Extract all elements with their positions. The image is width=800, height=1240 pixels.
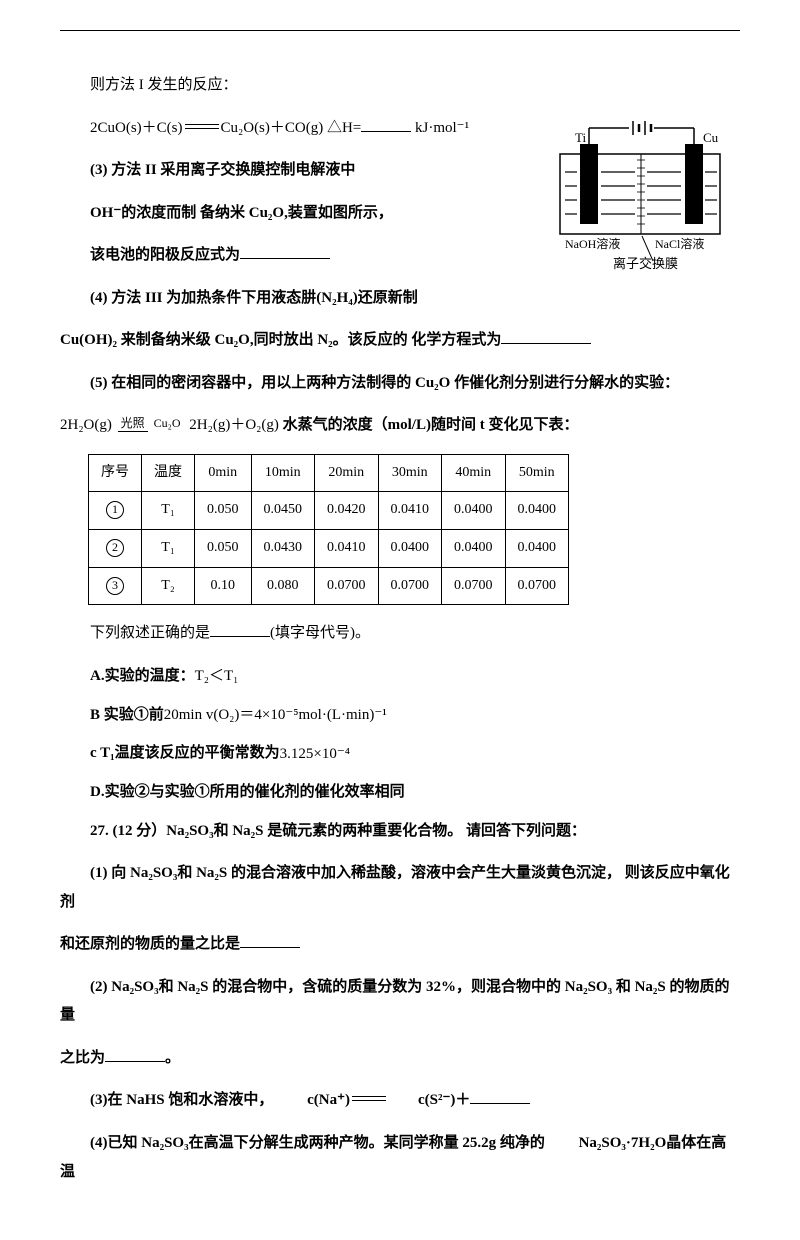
q27-3-plus: ＋: [455, 1092, 470, 1108]
table-cell: 0.0400: [442, 530, 506, 568]
table-header: 0min: [195, 454, 252, 492]
q27-4a: (4)已知 Na₂SO₃在高温下分解生成两种产物。某同学称量 25.2g 纯净的: [90, 1135, 549, 1151]
eq2-top: 光照: [118, 416, 148, 432]
q27-1b-text: 和还原剂的物质的量之比是: [60, 936, 240, 952]
table-cell: 0.0420: [315, 492, 379, 530]
table-header: 序号: [89, 454, 142, 492]
eq2-rhs: 2H₂(g)＋O₂(g): [189, 411, 279, 440]
optC-pre: c T₁温度该反应的平衡常数为: [90, 745, 280, 761]
optC-expr: 3.125×10⁻⁴: [280, 740, 350, 769]
table-header: 40min: [442, 454, 506, 492]
eq1-lhs: 2CuO(s)＋C(s): [90, 120, 183, 136]
table-cell: 0.050: [195, 530, 252, 568]
p6: 下列叙述正确的是 (填字母代号)。: [60, 619, 740, 648]
table-cell: 0.0400: [442, 492, 506, 530]
table-cell: 0.0400: [505, 492, 569, 530]
table-header: 20min: [315, 454, 379, 492]
q27-3-rhs: c(S²⁻): [388, 1086, 455, 1115]
eq1-rhs: Cu₂O(s)＋CO(g) △H=: [221, 120, 362, 136]
p6-text: 下列叙述正确的是: [90, 625, 210, 641]
electrolysis-diagram: Ti Cu NaOH溶液 NaCl溶液 离子交换膜: [545, 114, 740, 285]
table-cell: 0.0400: [505, 530, 569, 568]
table-cell: 0.0410: [315, 530, 379, 568]
optA-expr: T₂＜T₁: [195, 662, 239, 691]
blank-answer: [210, 621, 270, 637]
table-header: 30min: [378, 454, 442, 492]
table-cell: 0.10: [195, 567, 252, 605]
q27-1a: (1) 向 Na₂SO₃和 Na₂S 的混合溶液中加入稀盐酸，溶液中会产生大量淡…: [60, 865, 730, 910]
eq-line: [185, 124, 219, 129]
optB-expr: 20min v(O₂)＝4×10⁻⁵mol·(L·min)⁻¹: [164, 701, 387, 730]
p4: (4) 方法 III 为加热条件下用液态肼(N₂H₄)还原新制: [60, 284, 740, 313]
table-header: 温度: [142, 454, 195, 492]
q27-2: (2) Na₂SO₃和 Na₂S 的混合物中，含硫的质量分数为 32%，则混合物…: [60, 973, 740, 1030]
table-cell: 1: [89, 492, 142, 530]
q27-4: (4)已知 Na₂SO₃在高温下分解生成两种产物。某同学称量 25.2g 纯净的…: [60, 1129, 740, 1186]
table-cell: 3: [89, 567, 142, 605]
q27: 27. (12 分）Na₂SO₃和 Na₂S 是硫元素的两种重要化合物。 请回答…: [60, 817, 740, 846]
eq-line-3: [352, 1096, 386, 1101]
table-cell: 0.0700: [315, 567, 379, 605]
p5b: 水蒸气的浓度（mol/L)随时间 t 变化见下表：: [283, 417, 579, 433]
q27-3: (3)在 NaHS 饱和水溶液中， c(Na⁺) c(S²⁻)＋: [60, 1086, 740, 1115]
blank-ratio1: [240, 932, 300, 948]
blank-3: [470, 1088, 530, 1104]
table-cell: 0.0700: [505, 567, 569, 605]
eq2-lhs: 2H₂O(g): [60, 411, 112, 440]
concentration-table: 序号温度0min10min20min30min40min50min 1T₁0.0…: [88, 454, 569, 605]
table-cell: 0.0700: [442, 567, 506, 605]
optA-pre: A.实验的温度：: [90, 668, 195, 684]
q27-2a: (2) Na₂SO₃和 Na₂S 的混合物中，含硫的质量分数为 32%，则混合物…: [60, 979, 730, 1024]
blank-eq4: [501, 328, 591, 344]
equation-2: 2H₂O(g) 光照 Cu₂O 2H₂(g)＋O₂(g) 水蒸气的浓度（mol/…: [60, 411, 740, 440]
table-header: 50min: [505, 454, 569, 492]
svg-text:Ti: Ti: [575, 130, 586, 145]
p6b: (填字母代号)。: [270, 625, 370, 641]
option-a: A.实验的温度：T₂＜T₁: [90, 662, 740, 691]
top-rule: [60, 30, 740, 31]
table-cell: 0.0700: [378, 567, 442, 605]
table-cell: 0.050: [195, 492, 252, 530]
p4b: Cu(OH)₂ 来制备纳米级 Cu₂O,同时放出 N₂。该反应的 化学方程式为: [60, 326, 740, 355]
table-row: 1T₁0.0500.04500.04200.04100.04000.0400: [89, 492, 569, 530]
blank-dh: [361, 116, 411, 132]
svg-text:Cu: Cu: [703, 130, 719, 145]
q27-1b: 和还原剂的物质的量之比是: [60, 930, 740, 959]
svg-text:离子交换膜: 离子交换膜: [613, 256, 678, 271]
q27-3-lhs: c(Na⁺): [277, 1086, 350, 1115]
option-d: D.实验②与实验①所用的催化剂的催化效率相同: [90, 778, 740, 807]
option-b: B 实验①前20min v(O₂)＝4×10⁻⁵mol·(L·min)⁻¹: [90, 701, 740, 730]
table-row: 2T₁0.0500.04300.04100.04000.04000.0400: [89, 530, 569, 568]
eq1-unit: kJ·mol⁻¹: [415, 120, 469, 136]
table-cell: 0.0400: [378, 530, 442, 568]
q27-3a: (3)在 NaHS 饱和水溶液中，: [90, 1092, 273, 1108]
table-cell: T₁: [142, 492, 195, 530]
table-cell: T₂: [142, 567, 195, 605]
q27-4-expr: Na₂SO₃·7H₂O: [549, 1129, 667, 1158]
eq2-bot: Cu₂O: [151, 415, 184, 430]
p3c-text: 该电池的阳极反应式为: [90, 247, 240, 263]
q27-1: (1) 向 Na₂SO₃和 Na₂S 的混合溶液中加入稀盐酸，溶液中会产生大量淡…: [60, 859, 740, 916]
svg-text:NaCl溶液: NaCl溶液: [655, 236, 704, 251]
blank-ratio2: [105, 1046, 165, 1062]
table-header: 10min: [251, 454, 315, 492]
method1-intro: 则方法 I 发生的反应：: [60, 71, 740, 100]
table-cell: 0.0450: [251, 492, 315, 530]
table-cell: 0.0430: [251, 530, 315, 568]
table-cell: 0.0410: [378, 492, 442, 530]
p5: (5) 在相同的密闭容器中，用以上两种方法制得的 Cu₂O 作催化剂分别进行分解…: [60, 369, 740, 398]
svg-text:NaOH溶液: NaOH溶液: [565, 236, 620, 251]
option-c: c T₁温度该反应的平衡常数为3.125×10⁻⁴: [90, 739, 740, 768]
table-cell: T₁: [142, 530, 195, 568]
optB-pre: B 实验①前: [90, 707, 164, 723]
table-cell: 2: [89, 530, 142, 568]
equation-1: 2CuO(s)＋C(s) Cu₂O(s)＋CO(g) △H= kJ·mol⁻¹: [60, 114, 469, 143]
p4b-text: Cu(OH)₂ 来制备纳米级 Cu₂O,同时放出 N₂。该反应的 化学方程式为: [60, 332, 501, 348]
eq2-condition: 光照 Cu₂O: [118, 417, 184, 429]
q27-2b-text: 之比为: [60, 1050, 105, 1066]
table-row: 3T₂0.100.0800.07000.07000.07000.0700: [89, 567, 569, 605]
blank-anode: [240, 243, 330, 259]
q27-2b: 之比为。: [60, 1044, 740, 1073]
table-cell: 0.080: [251, 567, 315, 605]
